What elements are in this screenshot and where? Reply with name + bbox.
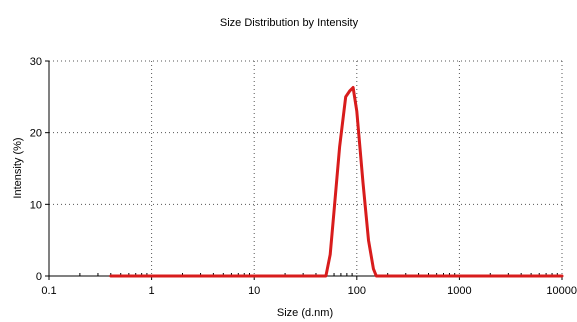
y-tick-label: 20 [30, 128, 42, 140]
x-tick-label: 0.1 [41, 285, 56, 297]
tick-labels: 0.1 1 10 100 1000 10000 0 10 20 30 [30, 56, 577, 297]
plot-area [45, 60, 564, 280]
y-tick-label: 30 [30, 56, 42, 68]
x-tick-label: 100 [348, 285, 366, 297]
series-line [109, 86, 564, 278]
y-tick-label: 0 [36, 271, 42, 283]
plot-background [49, 61, 562, 276]
x-tick-label: 10 [248, 285, 260, 297]
x-tick-label: 1000 [447, 285, 471, 297]
x-tick-label: 10000 [546, 285, 577, 297]
y-axis-label: Intensity (%) [12, 137, 24, 198]
x-tick-label: 1 [149, 285, 155, 297]
y-tick-label: 10 [30, 199, 42, 211]
x-axis-label: Size (d.nm) [277, 307, 333, 319]
data-series [109, 86, 564, 278]
chart-title: Size Distribution by Intensity [220, 17, 359, 29]
gridlines [49, 60, 563, 276]
